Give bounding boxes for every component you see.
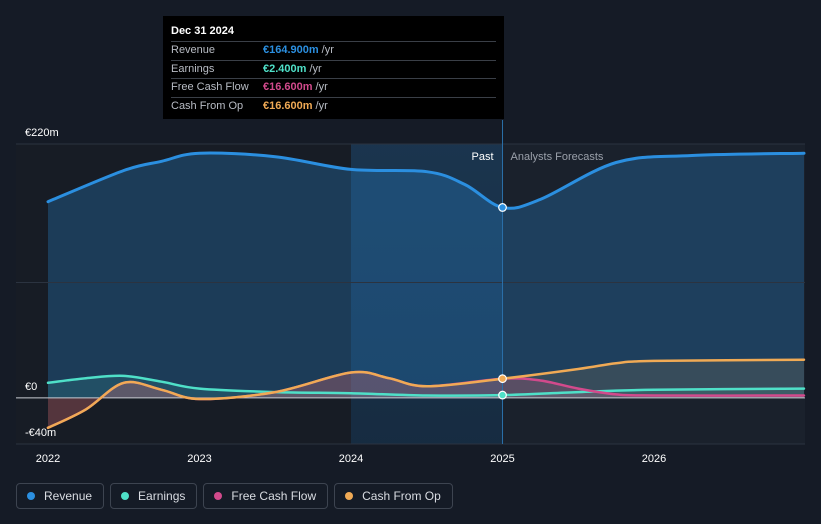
tooltip-unit: /yr <box>315 99 328 112</box>
cash-from-op-dot-icon <box>345 492 354 500</box>
revenue-dot-icon <box>27 492 35 500</box>
tooltip-unit: /yr <box>309 62 322 75</box>
tooltip-unit: /yr <box>321 44 334 56</box>
legend-item-revenue[interactable]: Revenue <box>16 483 105 509</box>
tooltip-label: Revenue <box>171 44 216 56</box>
marker-revenue <box>498 203 507 212</box>
tooltip-label: Earnings <box>171 62 215 75</box>
past-label: Past <box>471 151 493 163</box>
tooltip-row-earnings: Earnings €2.400m /yr <box>171 59 496 79</box>
tooltip-label: Free Cash Flow <box>171 81 249 93</box>
legend: Revenue Earnings Free Cash Flow Cash Fro… <box>16 483 453 511</box>
y-tick-label: €220m <box>25 127 59 139</box>
y-tick-label: €0 <box>25 381 37 393</box>
tooltip-value: €164.900m <box>263 44 319 56</box>
tooltip-row-cash-from-op: Cash From Op €16.600m /yr <box>171 96 496 116</box>
x-tick-label: 2025 <box>490 453 514 465</box>
line-cash-from-op <box>46 358 806 430</box>
tooltip-unit: /yr <box>315 81 328 93</box>
x-tick-label: 2023 <box>187 453 211 465</box>
tooltip-value: €16.600m <box>263 81 313 93</box>
area-cash-from-op <box>48 359 804 428</box>
line-revenue <box>46 151 806 210</box>
legend-label: Cash From Op <box>362 489 441 503</box>
x-tick-label: 2022 <box>36 453 60 465</box>
tooltip-date: Dec 31 2024 <box>171 25 234 37</box>
x-tick-label: 2026 <box>642 453 666 465</box>
y-tick-label: -€40m <box>25 427 56 439</box>
earnings-dot-icon <box>121 492 130 500</box>
tooltip: Dec 31 2024 Revenue €164.900m /yr Earnin… <box>163 16 504 119</box>
x-tick-label: 2024 <box>339 453 363 465</box>
tooltip-label: Cash From Op <box>171 99 244 112</box>
marker-earnings <box>498 390 507 400</box>
line-earnings <box>46 374 806 397</box>
legend-item-free-cash-flow[interactable]: Free Cash Flow <box>203 483 329 509</box>
forecast-label: Analysts Forecasts <box>511 151 604 163</box>
marker-cash-from-op <box>498 374 507 384</box>
tooltip-value: €16.600m <box>263 99 313 112</box>
legend-item-cash-from-op[interactable]: Cash From Op <box>334 483 453 509</box>
legend-label: Earnings <box>138 489 186 503</box>
area-earnings <box>48 375 804 398</box>
tooltip-row-revenue: Revenue €164.900m /yr <box>171 41 496 60</box>
past-panel <box>16 144 352 444</box>
legend-label: Revenue <box>44 489 93 503</box>
free-cash-flow-dot-icon <box>214 492 223 500</box>
tooltip-value: €2.400m <box>263 62 307 75</box>
legend-label: Free Cash Flow <box>231 489 317 503</box>
area-revenue <box>48 153 804 398</box>
tooltip-row-free-cash-flow: Free Cash Flow €16.600m /yr <box>171 78 496 97</box>
legend-item-earnings[interactable]: Earnings <box>110 483 198 509</box>
